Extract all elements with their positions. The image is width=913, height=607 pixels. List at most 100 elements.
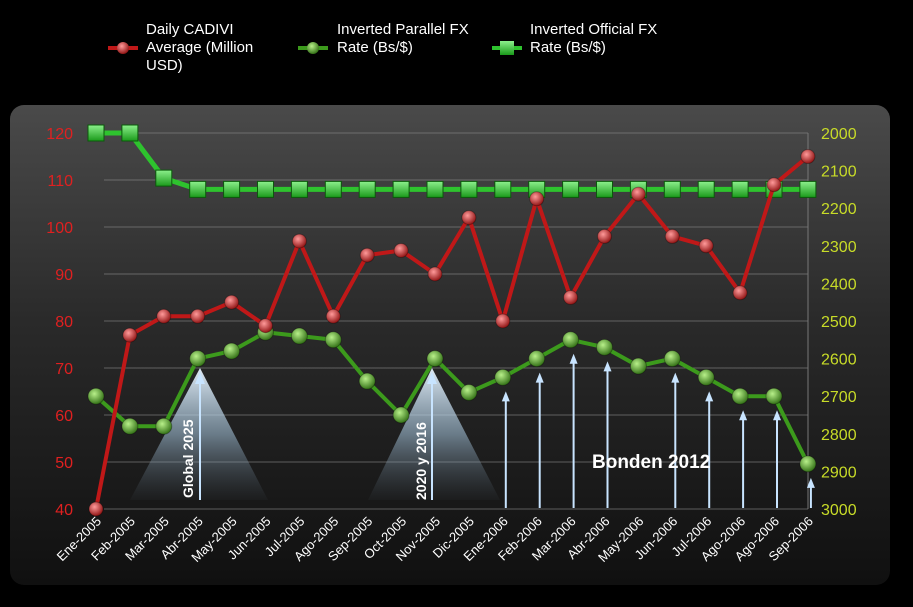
data-point [799,455,817,473]
data-point [731,387,749,405]
data-point [358,372,376,390]
annotation-global-2025: Global 2025 [180,419,196,498]
data-point [87,387,105,405]
upward-arrowhead [806,477,815,488]
right-tick-label: 2600 [821,352,857,369]
data-point [257,180,274,198]
legend-label-line: Inverted Parallel FX [337,21,469,38]
data-point [630,186,646,202]
right-tick-label: 2500 [821,314,857,331]
data-point [290,180,308,198]
data-point [664,228,680,244]
data-point [799,180,817,198]
upward-arrowhead [569,353,578,364]
legend-label-line: Rate (Bs/$) [337,39,413,56]
data-point [528,350,546,368]
data-point [290,327,308,345]
left-tick-label: 70 [55,361,73,378]
data-point [563,290,579,305]
data-point [596,180,613,198]
plot-panel [10,105,890,585]
right-tick-label: 2200 [821,201,857,218]
data-point [324,331,342,349]
data-point [393,243,409,258]
data-point [766,177,782,193]
series-lines [87,124,817,517]
legend-swatch-marker [307,42,319,54]
data-point [461,210,477,226]
legend-label-line: Average (Million [146,39,253,56]
annotation-bonden-2012: Bonden 2012 [592,452,710,473]
data-point [494,368,512,386]
series-line [94,330,810,465]
right-tick-label: 2700 [821,389,857,406]
data-point [392,406,410,424]
data-point [121,124,139,142]
data-point [223,180,241,198]
data-point [155,417,173,435]
left-tick-label: 80 [55,314,73,331]
data-point [800,149,816,164]
data-point [224,294,240,310]
data-point [392,180,410,198]
upward-arrowhead [773,410,781,421]
data-point [359,247,375,263]
legend-label-line: Daily CADIVI [146,21,234,38]
annotations: Global 2025 2020 y 2016 Bonden 2012 [180,419,710,500]
spotlight-arrowhead-2 [427,372,437,384]
series-1 [87,323,817,473]
data-point [494,180,512,198]
data-point [597,228,612,244]
data-point [189,350,207,368]
data-point [258,318,273,334]
right-tick-label: 2800 [821,427,857,444]
data-point [731,180,749,198]
data-point [562,331,580,349]
left-tick-label: 110 [47,173,73,190]
data-point [325,308,341,324]
left-tick-label: 60 [55,408,73,425]
legend-swatch-marker [500,41,514,55]
legend-label-line: Rate (Bs/$) [530,39,606,56]
series-0 [88,149,816,517]
left-tick-label: 40 [55,502,73,519]
upward-arrowhead [501,391,510,402]
data-point [698,238,714,254]
data-point [495,313,511,329]
data-point [87,124,105,142]
upward-arrowhead [739,410,748,421]
series-2 [87,124,817,198]
data-point [122,327,138,343]
data-point [596,338,613,356]
right-tick-label: 2100 [821,164,857,181]
right-tick-label: 3000 [821,502,857,519]
legend-label-line: Inverted Official FX [530,21,657,38]
data-point [190,308,206,324]
data-point [697,180,715,198]
data-point [156,308,172,324]
data-point [121,417,139,435]
series-line [94,154,810,510]
right-tick-label: 2000 [821,126,857,143]
data-point [732,285,748,301]
data-point [460,180,478,198]
left-tick-label: 120 [46,126,73,143]
right-tick-label: 2400 [821,276,857,293]
data-point [427,266,443,282]
data-point [697,368,715,386]
data-point [358,180,376,198]
data-point [663,180,681,198]
left-tick-label: 100 [46,220,73,237]
upward-arrowhead [705,391,714,402]
upward-arrowhead [603,361,612,372]
right-tick-label: 2900 [821,464,857,481]
data-point [155,169,173,187]
spotlight-cones [130,368,500,500]
legend-label-line: USD) [146,57,183,74]
data-point [223,342,241,360]
